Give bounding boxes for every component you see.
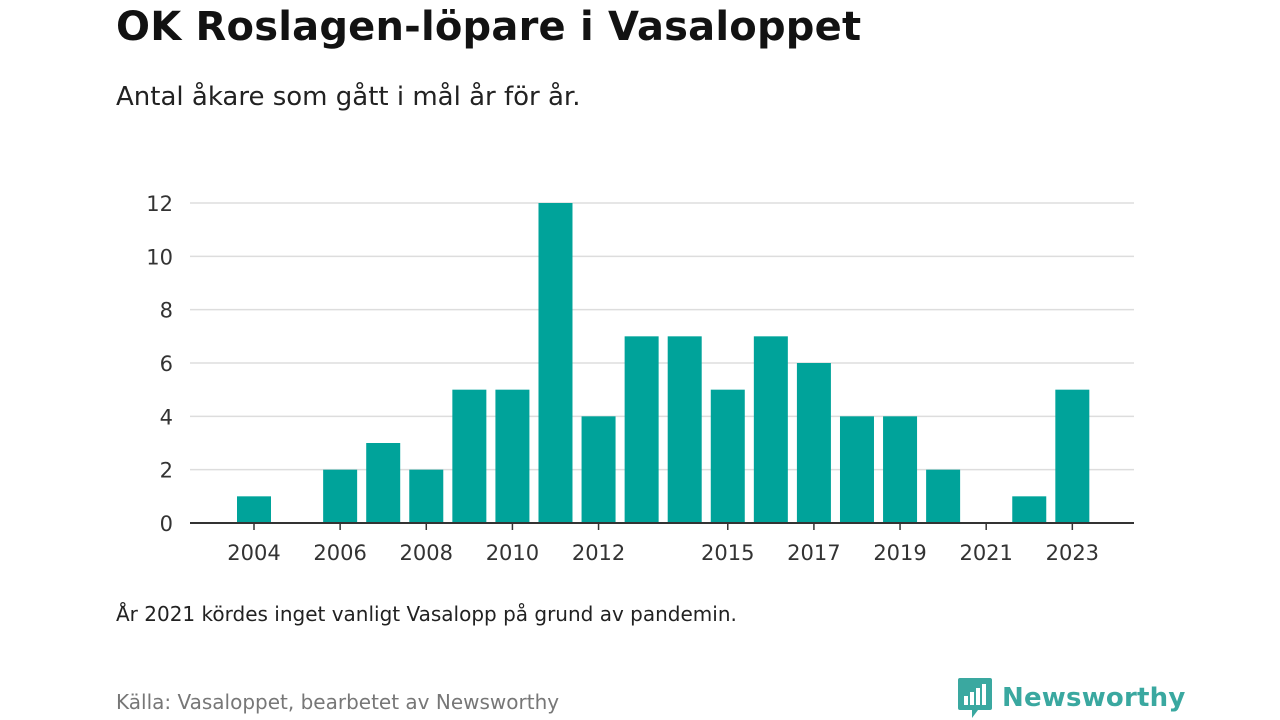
bar-2012 (581, 416, 616, 523)
bar-2007 (366, 443, 401, 523)
bar-2018 (839, 416, 874, 523)
x-tick-label: 2008 (400, 541, 453, 565)
chart-source: Källa: Vasaloppet, bearbetet av Newswort… (116, 690, 560, 714)
bar-2016 (753, 336, 788, 523)
bar-2006 (323, 469, 358, 523)
bar-2015 (710, 389, 745, 523)
y-tick-label: 8 (160, 299, 173, 323)
x-tick-label: 2012 (572, 541, 625, 565)
y-tick-label: 2 (160, 459, 173, 483)
bar-2023 (1055, 389, 1090, 523)
y-tick-label: 4 (160, 405, 173, 429)
chart-subtitle: Antal åkare som gått i mål år för år. (116, 82, 581, 112)
x-tick-label: 2006 (313, 541, 366, 565)
bar-chart: 0 2 4 6 8 10 12 2004 2006 2008 2010 2012 2015 2017 201… (146, 192, 1134, 565)
bar-2008 (409, 469, 444, 523)
brand-name: Newsworthy (1002, 683, 1186, 713)
bar-2020 (926, 469, 961, 523)
newsworthy-logo-icon (958, 678, 992, 718)
y-tick-label: 6 (160, 352, 173, 376)
bar-2014 (667, 336, 702, 523)
bar-2009 (452, 389, 487, 523)
x-tick-label: 2015 (701, 541, 754, 565)
bar-2022 (1012, 496, 1047, 523)
x-tick-label: 2017 (787, 541, 840, 565)
x-tick-label: 2021 (959, 541, 1012, 565)
y-tick-label: 10 (146, 245, 173, 269)
bar-2010 (495, 389, 530, 523)
bar-2011 (538, 203, 573, 523)
brand-logo: Newsworthy (958, 678, 1185, 718)
y-tick-label: 0 (160, 512, 173, 536)
chart-note: År 2021 kördes inget vanligt Vasalopp på… (116, 602, 737, 626)
bar-2017 (796, 363, 831, 523)
x-tick-label: 2019 (873, 541, 926, 565)
x-tick-label: 2010 (486, 541, 539, 565)
bar-2004 (237, 496, 271, 523)
x-tick-label: 2023 (1046, 541, 1099, 565)
bar-2013 (624, 336, 659, 523)
bar-2019 (883, 416, 918, 523)
x-tick-label: 2004 (227, 541, 280, 565)
chart-title: OK Roslagen-löpare i Vasaloppet (116, 4, 862, 50)
y-tick-label: 12 (146, 192, 173, 216)
